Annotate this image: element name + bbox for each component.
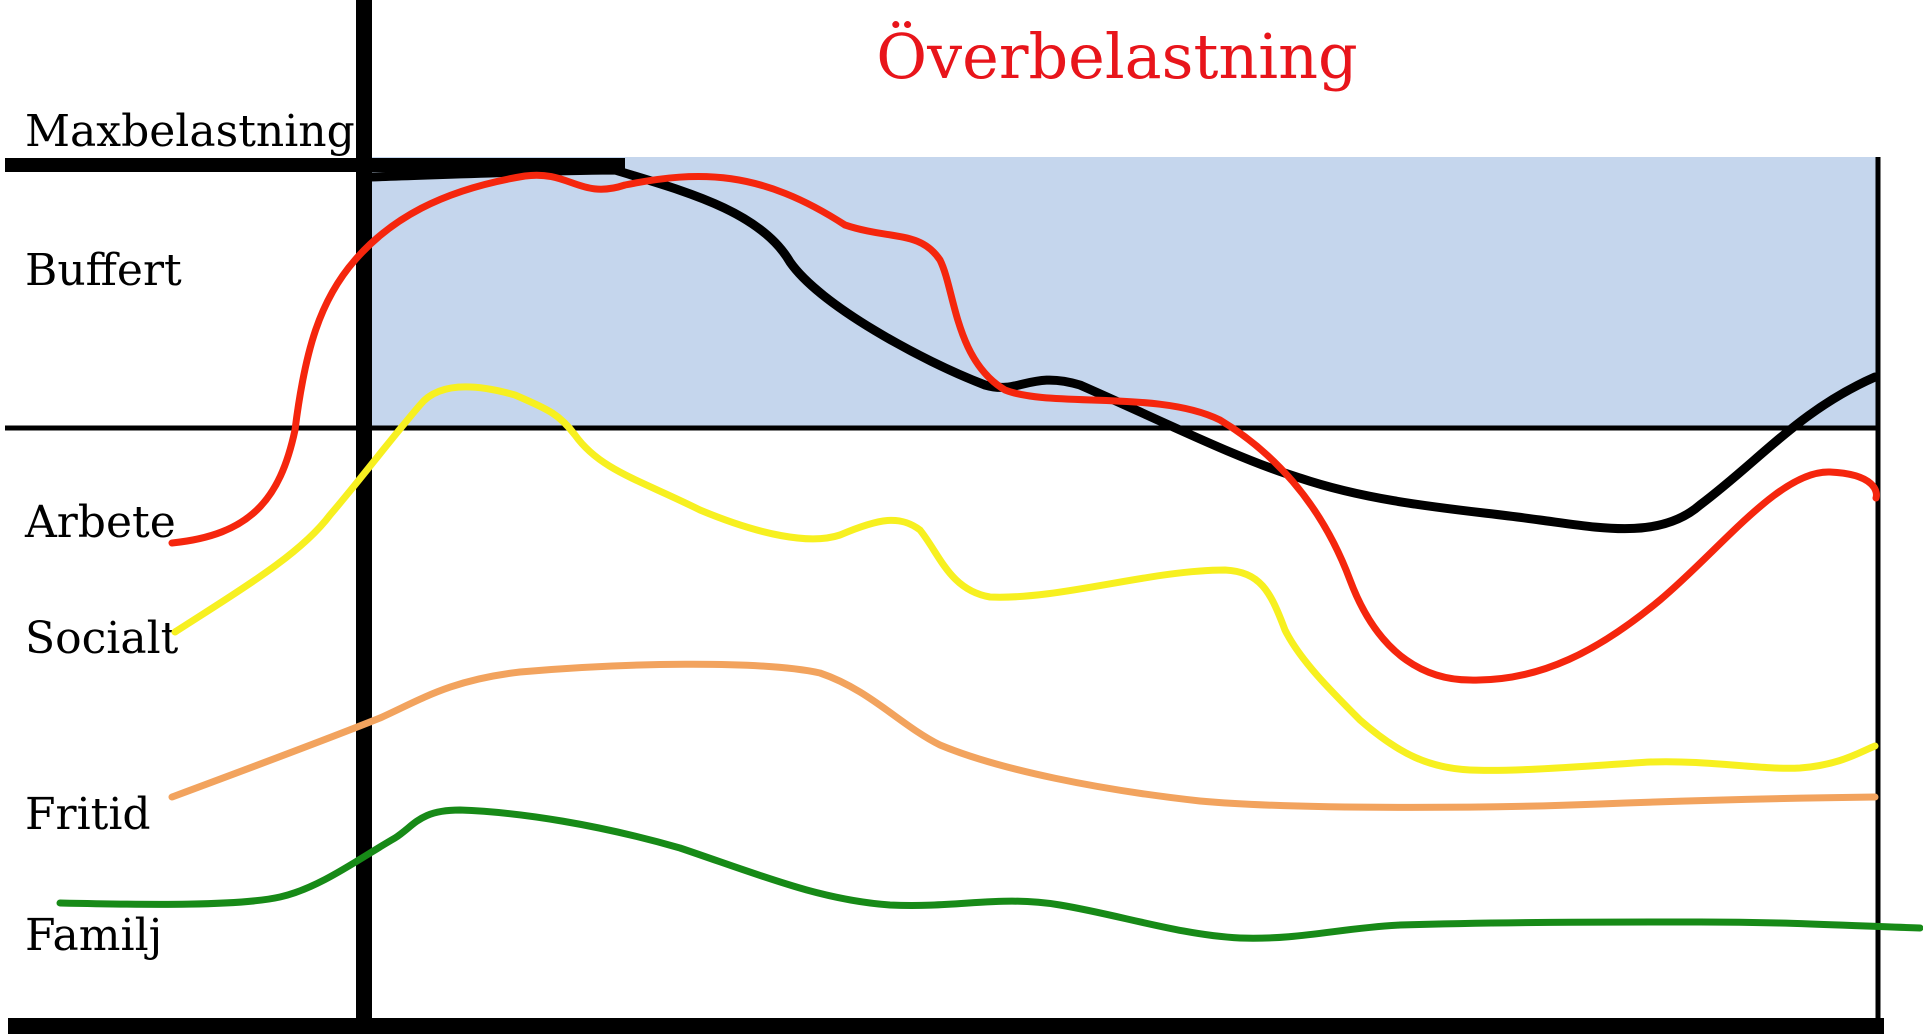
label-buffert: Buffert <box>25 245 182 296</box>
label-maxbelastning: Maxbelastning <box>25 106 355 157</box>
diagram-title: Överbelastning <box>876 20 1357 93</box>
socialt-curve <box>171 383 1879 774</box>
total-load-curve <box>365 165 1880 534</box>
arbete-curve <box>168 171 1880 684</box>
label-socialt: Socialt <box>25 613 179 664</box>
label-arbete: Arbete <box>24 497 176 548</box>
buffer-zone <box>372 157 1876 428</box>
familj-curve <box>56 806 1923 942</box>
label-fritid: Fritid <box>25 789 151 840</box>
label-familj: Familj <box>25 910 162 961</box>
fritid-curve <box>168 660 1879 811</box>
